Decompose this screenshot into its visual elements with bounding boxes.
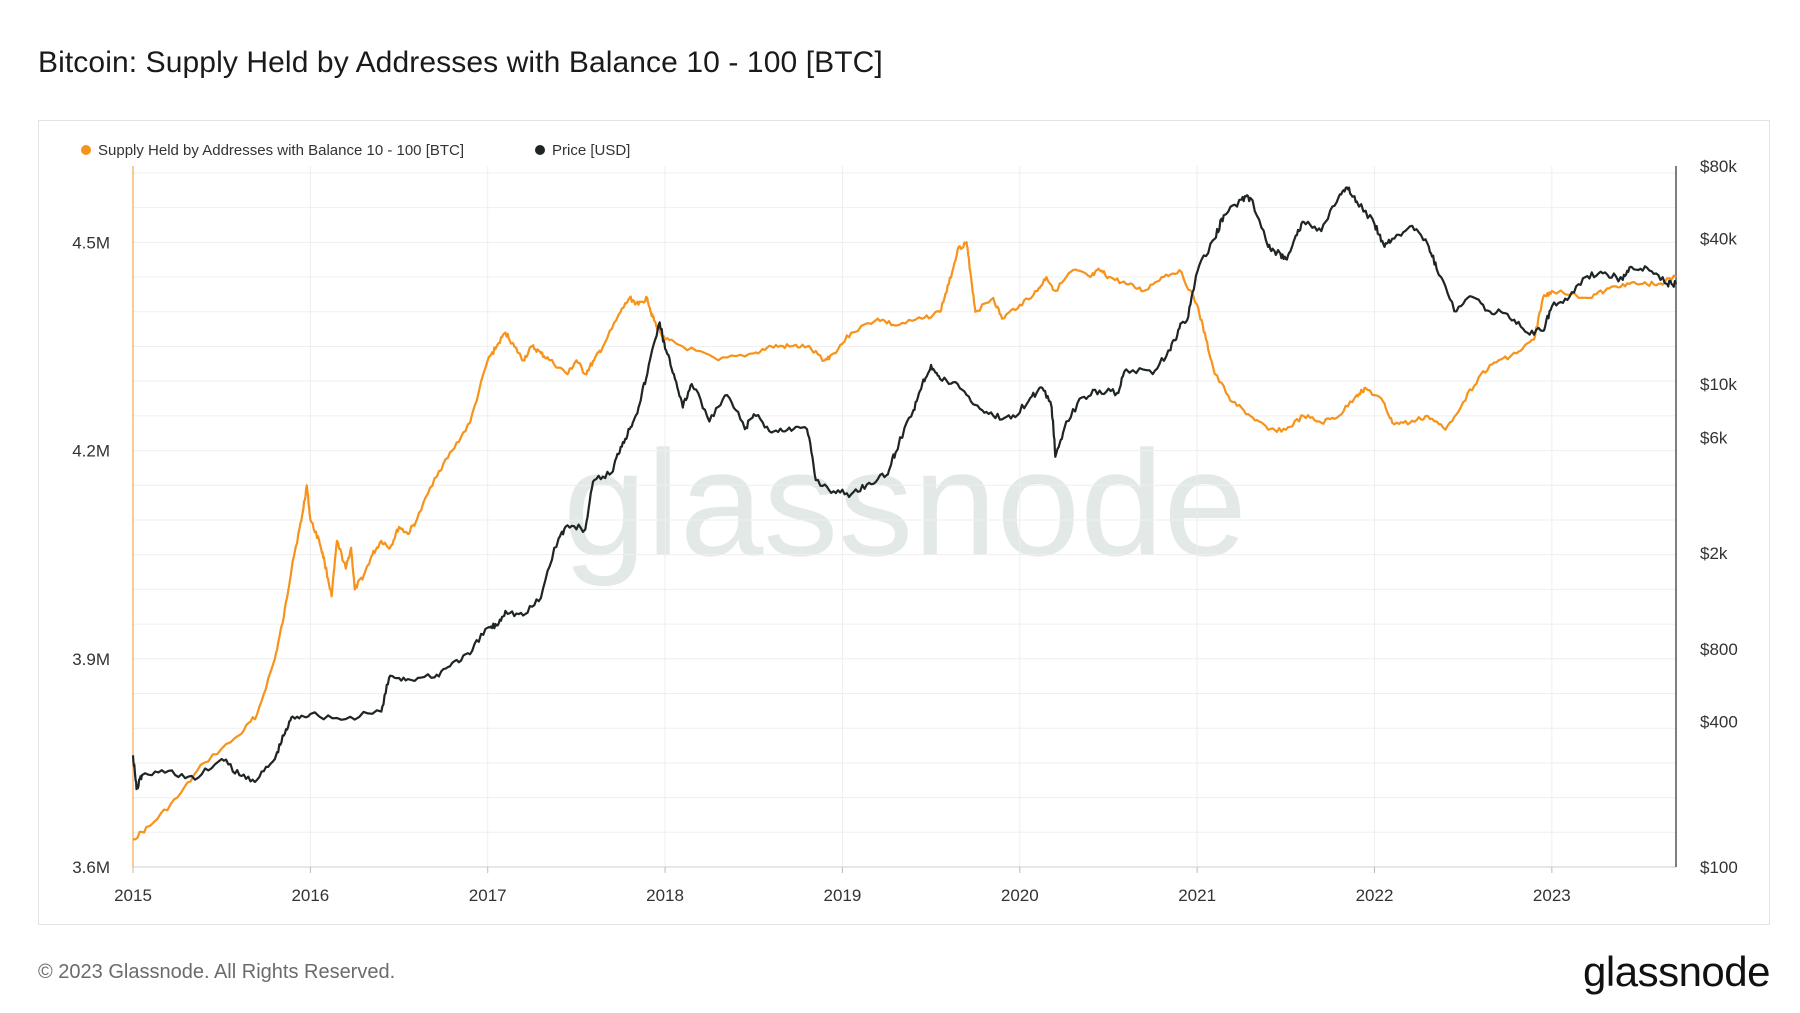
y-left-tick-label: 4.5M: [72, 233, 110, 252]
y-right-tick-label: $800: [1700, 640, 1738, 659]
chart-frame: [38, 120, 1770, 925]
y-left-tick-label: 3.6M: [72, 858, 110, 877]
x-tick-label: 2016: [291, 886, 329, 905]
legend-marker-supply: [81, 145, 91, 155]
copyright-footer: © 2023 Glassnode. All Rights Reserved.: [38, 961, 396, 983]
price-series-line: [131, 186, 1678, 791]
y-right-tick-label: $400: [1700, 713, 1738, 732]
legend-label-supply: Supply Held by Addresses with Balance 10…: [98, 142, 464, 159]
x-tick-label: 2015: [114, 886, 152, 905]
x-tick-label: 2023: [1533, 886, 1571, 905]
y-right-tick-label: $100: [1700, 858, 1738, 877]
y-right-tick-label: $80k: [1700, 157, 1737, 176]
supply-series-line: [132, 241, 1677, 841]
chart-title: Bitcoin: Supply Held by Addresses with B…: [38, 46, 883, 79]
x-tick-label: 2019: [824, 886, 862, 905]
legend-marker-price: [535, 145, 545, 155]
legend-label-price: Price [USD]: [552, 142, 630, 159]
x-tick-label: 2018: [646, 886, 684, 905]
x-tick-label: 2021: [1178, 886, 1216, 905]
y-left-tick-label: 4.2M: [72, 442, 110, 461]
x-tick-label: 2020: [1001, 886, 1039, 905]
y-right-tick-label: $40k: [1700, 230, 1737, 249]
x-tick-label: 2022: [1356, 886, 1394, 905]
watermark-text: glassnode: [563, 419, 1247, 587]
y-left-tick-label: 3.9M: [72, 650, 110, 669]
brand-logo: glassnode: [1583, 948, 1770, 995]
y-right-tick-label: $2k: [1700, 544, 1728, 563]
y-right-tick-label: $6k: [1700, 429, 1728, 448]
y-right-tick-label: $10k: [1700, 375, 1737, 394]
x-tick-label: 2017: [469, 886, 507, 905]
